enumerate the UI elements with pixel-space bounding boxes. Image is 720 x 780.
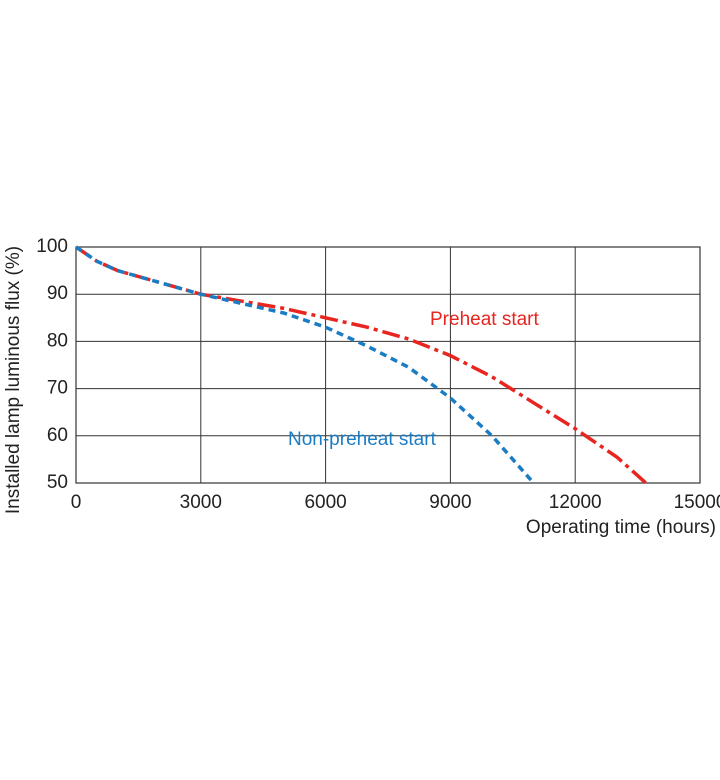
x-tick-label: 0 [71,492,82,513]
x-tick-label: 6000 [304,492,346,513]
x-axis-title: Operating time (hours) [526,517,716,538]
series-label: Preheat start [430,309,539,330]
x-tick-label: 9000 [429,492,471,513]
y-tick-label: 70 [47,378,68,399]
y-tick-label: 100 [36,236,68,257]
x-tick-label: 15000 [674,492,720,513]
series-line [75,245,535,485]
series-line [75,245,648,485]
y-tick-label: 60 [47,425,68,446]
x-tick-label: 3000 [180,492,222,513]
y-tick-label: 90 [47,283,68,304]
x-tick-label: 12000 [549,492,602,513]
y-tick-label: 80 [47,330,68,351]
y-axis-title: Installed lamp luminous flux (%) [3,246,24,514]
series-label: Non-preheat start [288,429,437,450]
y-tick-label: 50 [47,472,68,493]
